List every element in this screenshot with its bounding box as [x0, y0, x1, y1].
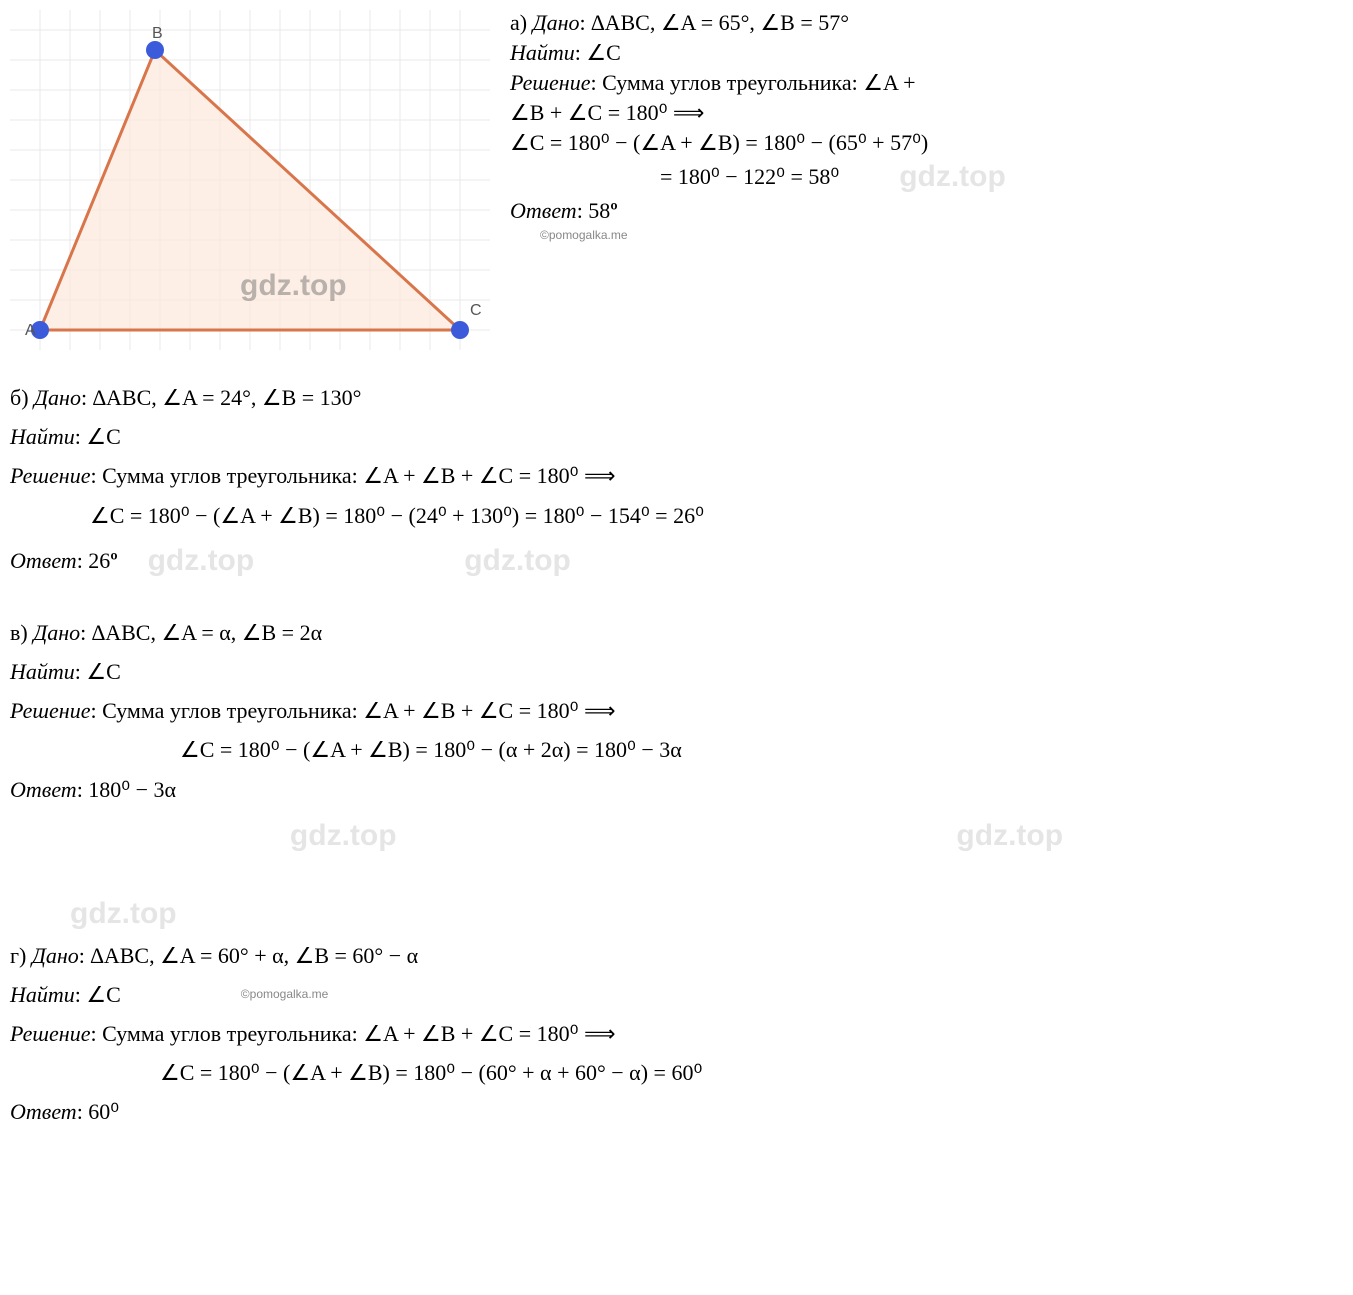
- given-label-b: Дано: [34, 385, 81, 410]
- solution-a3: ∠C = 180⁰ − (∠A + ∠B) = 180⁰ − (65⁰ + 57…: [510, 130, 1343, 156]
- solution-label-c: Решение: [10, 698, 90, 723]
- answer-d: : 60⁰: [77, 1099, 119, 1124]
- find-c: : ∠C: [75, 659, 121, 684]
- find-label-a: Найти: [510, 40, 575, 65]
- point-c: [451, 321, 469, 339]
- watermark-b2: gdz.top: [464, 537, 571, 585]
- find-label-d: Найти: [10, 982, 75, 1007]
- watermark-a: gdz.top: [899, 160, 1006, 194]
- find-label-b: Найти: [10, 424, 75, 449]
- solution-b2: ∠C = 180⁰ − (∠A + ∠B) = 180⁰ − (24⁰ + 13…: [90, 498, 1343, 533]
- solution-d2: ∠C = 180⁰ − (∠A + ∠B) = 180⁰ − (60° + α …: [160, 1055, 1343, 1090]
- find-a: : ∠C: [575, 40, 621, 65]
- label-b: B: [152, 25, 163, 42]
- answer-suffix-a: º: [610, 198, 617, 223]
- solution-label-b: Решение: [10, 463, 90, 488]
- answer-c: : 180⁰ − 3α: [77, 777, 176, 802]
- diagram-svg: gdz.top A B C: [10, 10, 490, 350]
- copyright-a: ©pomogalka.me: [540, 228, 1343, 242]
- answer-label-b: Ответ: [10, 548, 77, 573]
- find-b: : ∠C: [75, 424, 121, 449]
- solution-b1: : Сумма углов треугольника: ∠A + ∠B + ∠C…: [90, 463, 615, 488]
- given-c: : ∆ABC, ∠A = α, ∠B = 2α: [80, 620, 322, 645]
- problem-a-block: а) Дано: ∆ABC, ∠A = 65°, ∠B = 57° Найти:…: [510, 10, 1343, 350]
- given-b: : ∆ABC, ∠A = 24°, ∠B = 130°: [81, 385, 362, 410]
- answer-suffix-b: º: [110, 548, 117, 573]
- given-label-c: Дано: [33, 620, 80, 645]
- given-a: : ∆ABC, ∠A = 65°, ∠B = 57°: [580, 10, 850, 35]
- problem-c-block: в) Дано: ∆ABC, ∠A = α, ∠B = 2α Найти: ∠C…: [10, 615, 1343, 860]
- given-d: : ∆ABC, ∠A = 60° + α, ∠B = 60° − α: [79, 943, 418, 968]
- find-d: : ∠C: [75, 982, 121, 1007]
- solution-d1: : Сумма углов треугольника: ∠A + ∠B + ∠C…: [90, 1021, 615, 1046]
- solution-label-a: Решение: [510, 70, 590, 95]
- point-b: [146, 41, 164, 59]
- problem-c-prefix: в): [10, 620, 33, 645]
- answer-label-a: Ответ: [510, 198, 577, 223]
- watermark-c1: gdz.top: [290, 812, 397, 860]
- watermark-b1: gdz.top: [148, 537, 255, 585]
- problem-d-block: gdz.top г) Дано: ∆ABC, ∠A = 60° + α, ∠B …: [10, 890, 1343, 1130]
- copyright-d: ©pomogalka.me: [241, 985, 329, 1004]
- watermark-c2: gdz.top: [956, 812, 1063, 860]
- answer-a: : 58: [577, 198, 611, 223]
- solution-c2: ∠C = 180⁰ − (∠A + ∠B) = 180⁰ − (α + 2α) …: [180, 732, 1343, 767]
- find-label-c: Найти: [10, 659, 75, 684]
- given-label-d: Дано: [32, 943, 79, 968]
- label-a: A: [25, 322, 36, 339]
- answer-b: : 26: [77, 548, 111, 573]
- answer-label-c: Ответ: [10, 777, 77, 802]
- diagram-watermark: gdz.top: [240, 269, 347, 302]
- problem-b-block: б) Дано: ∆ABC, ∠A = 24°, ∠B = 130° Найти…: [10, 380, 1343, 585]
- solution-c1: : Сумма углов треугольника: ∠A + ∠B + ∠C…: [90, 698, 615, 723]
- watermark-d1: gdz.top: [70, 890, 1343, 938]
- problem-d-prefix: г): [10, 943, 32, 968]
- problem-a-prefix: а): [510, 10, 533, 35]
- solution-a1: : Сумма углов треугольника: ∠A +: [590, 70, 915, 95]
- label-c: C: [470, 302, 482, 319]
- solution-label-d: Решение: [10, 1021, 90, 1046]
- problem-b-prefix: б): [10, 385, 34, 410]
- triangle-diagram: gdz.top A B C: [10, 10, 490, 350]
- given-label-a: Дано: [533, 10, 580, 35]
- watermark-row-c: gdz.top gdz.top: [10, 812, 1343, 860]
- top-section: gdz.top A B C а) Дано: ∆ABC, ∠A = 65°, ∠…: [10, 10, 1343, 350]
- solution-a4: = 180⁰ − 122⁰ = 58⁰: [660, 164, 839, 190]
- answer-label-d: Ответ: [10, 1099, 77, 1124]
- solution-a2: ∠B + ∠C = 180⁰ ⟹: [510, 100, 1343, 126]
